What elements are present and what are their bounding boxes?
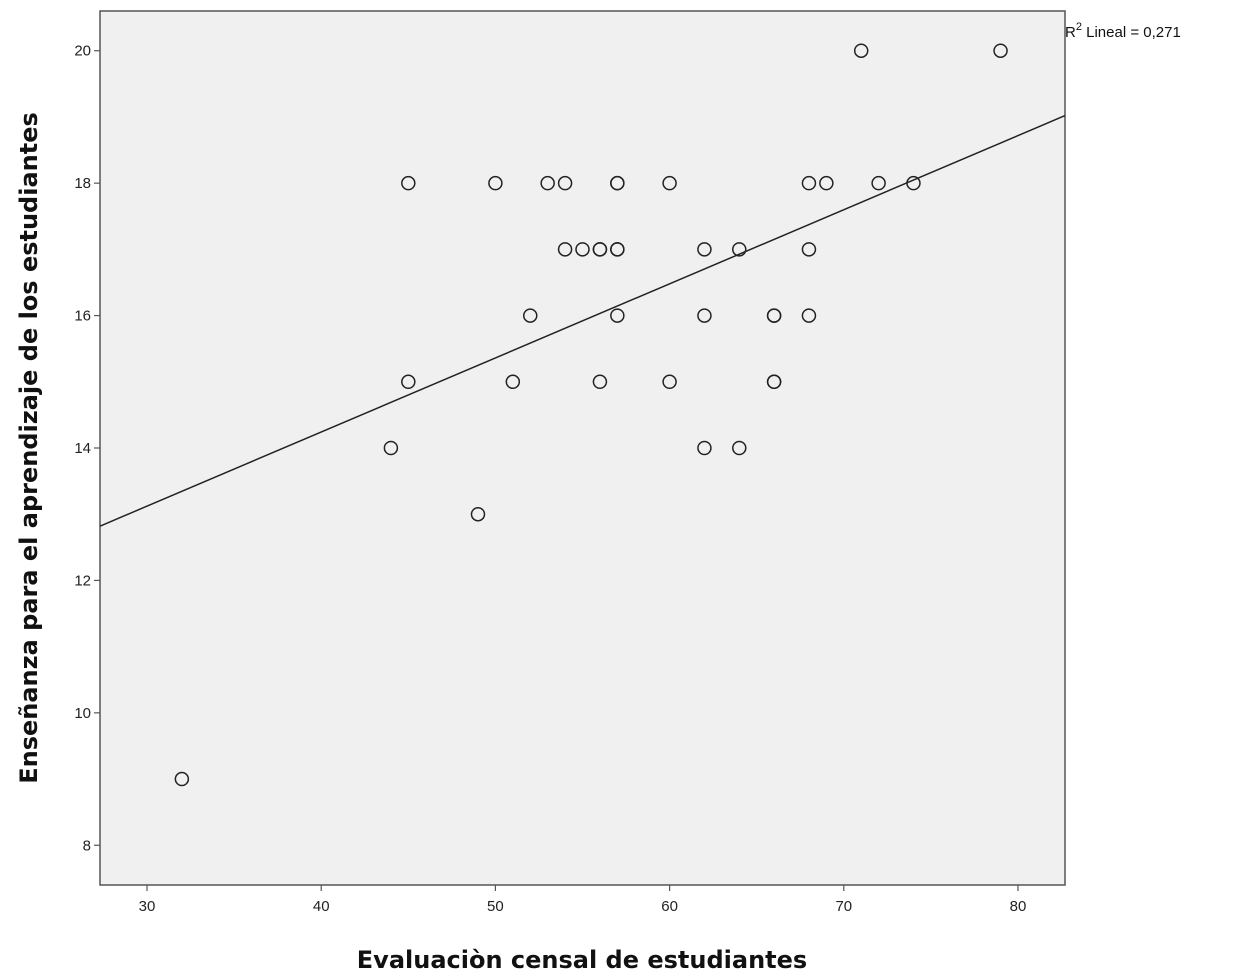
y-tick-label: 14	[74, 440, 91, 457]
fit-r2-value: Lineal = 0,271	[1082, 24, 1181, 41]
data-point	[819, 175, 834, 191]
y-tick-label: 18	[74, 175, 91, 192]
data-point	[732, 440, 747, 456]
x-tick-label: 60	[661, 898, 678, 915]
fit-r2-label: R2 Lineal = 0,271	[1065, 21, 1181, 41]
data-point	[401, 175, 416, 191]
y-axis: 8 10 12 14 16 18 20	[74, 43, 100, 854]
data-point	[610, 175, 625, 191]
data-point	[522, 308, 538, 323]
fit-line	[99, 114, 1066, 527]
data-point	[592, 242, 608, 257]
y-tick-label: 16	[74, 308, 91, 325]
data-point	[801, 242, 817, 257]
data-point	[732, 242, 747, 257]
plot-background	[99, 10, 1066, 886]
data-point	[592, 374, 608, 390]
data-point	[488, 175, 503, 191]
x-tick-label: 50	[487, 898, 504, 915]
y-tick-label: 20	[74, 43, 91, 60]
x-axis-title: Evaluaciòn censal de estudiantes	[357, 946, 807, 974]
data-point	[575, 242, 590, 257]
data-point	[610, 242, 625, 257]
y-tick-label: 12	[74, 572, 91, 589]
data-point	[662, 374, 677, 390]
data-point	[610, 308, 625, 323]
data-point	[853, 43, 869, 58]
data-point	[801, 175, 817, 191]
x-axis: 30 40 50 60 70 80	[139, 885, 1027, 915]
data-point	[993, 43, 1008, 58]
fit-r2-prefix: R	[1065, 24, 1076, 41]
data-point	[697, 440, 712, 456]
data-point	[505, 374, 521, 390]
y-tick-label: 10	[74, 705, 91, 722]
data-point	[557, 175, 573, 191]
fit-line-path	[99, 114, 1066, 527]
y-axis-title: Enseñanza para el aprendizaje de los est…	[15, 112, 43, 784]
data-point	[383, 440, 399, 456]
data-point	[871, 175, 886, 191]
x-tick-label: 30	[139, 898, 156, 915]
data-point	[766, 308, 782, 323]
y-tick-label: 8	[83, 837, 91, 854]
x-tick-label: 80	[1010, 898, 1027, 915]
data-point	[174, 771, 190, 787]
data-point	[906, 175, 921, 191]
fit-r2-superscript: 2	[1076, 21, 1082, 33]
data-point	[766, 374, 782, 390]
data-point	[697, 242, 712, 257]
data-point	[540, 175, 555, 191]
data-point	[662, 175, 677, 191]
data-points	[174, 43, 1008, 787]
data-point	[401, 374, 416, 390]
x-tick-label: 70	[835, 898, 852, 915]
data-point	[470, 506, 486, 522]
x-tick-label: 40	[313, 898, 330, 915]
data-point	[557, 242, 573, 257]
data-point	[801, 308, 817, 323]
data-point	[697, 308, 712, 323]
